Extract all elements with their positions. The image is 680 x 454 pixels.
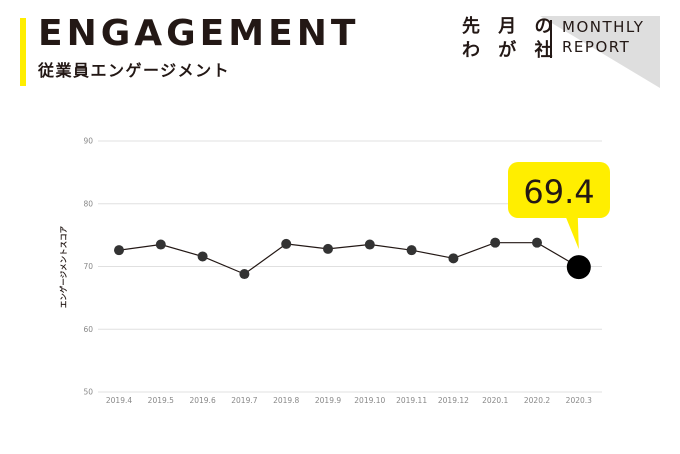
data-point-2020.1: [490, 237, 501, 248]
y-tick-label: 90: [83, 137, 93, 146]
data-point-2019.8: [281, 238, 292, 249]
y-tick-label: 60: [83, 325, 93, 334]
callout-value: 69.4: [523, 173, 594, 211]
data-point-2019.10: [364, 239, 375, 250]
x-tick-label: 2019.12: [438, 396, 469, 405]
data-point-2019.4: [114, 245, 124, 256]
report-label-line2: REPORT: [562, 38, 631, 56]
y-tick-label: 70: [83, 262, 93, 271]
data-point-2019.12: [448, 253, 459, 264]
y-tick-label: 80: [83, 199, 93, 208]
page-title: ENGAGEMENT: [38, 13, 360, 54]
x-tick-label: 2019.10: [354, 396, 385, 405]
callout-bubble: [508, 162, 610, 218]
callout-pointer: [565, 217, 579, 250]
x-tick-label: 2020.1: [482, 396, 508, 405]
report-label-line1: MONTHLY: [562, 18, 645, 36]
x-tick-label: 2019.11: [396, 396, 427, 405]
data-point-2020.3: [566, 255, 591, 280]
report-label: MONTHLY REPORT: [562, 17, 672, 57]
x-tick-label: 2019.8: [273, 396, 299, 405]
y-tick-label: 50: [83, 388, 93, 397]
data-point-2019.9: [323, 243, 333, 254]
x-tick-label: 2019.5: [148, 396, 174, 405]
header-divider: [550, 20, 552, 58]
series-name: 先 月 の わ が 社: [462, 15, 559, 63]
series-name-line2: わ が 社: [462, 40, 559, 61]
x-tick-label: 2019.9: [315, 396, 341, 405]
x-tick-label: 2020.3: [566, 396, 592, 405]
series-name-line1: 先 月 の: [462, 16, 559, 37]
data-point-2019.6: [197, 251, 208, 262]
x-tick-label: 2019.4: [106, 396, 132, 405]
x-tick-label: 2019.6: [189, 396, 215, 405]
y-axis-label: エンゲージメントスコア: [58, 225, 68, 308]
page-subtitle: 従業員エンゲージメント: [38, 61, 231, 80]
x-tick-label: 2019.7: [231, 396, 257, 405]
title-accent-bar: [20, 18, 26, 86]
data-point-2019.11: [406, 245, 417, 256]
x-tick-label: 2020.2: [524, 396, 550, 405]
data-point-2020.2: [532, 237, 542, 248]
series-line: [118, 242, 580, 275]
data-point-2019.5: [155, 239, 166, 250]
data-point-2019.7: [239, 269, 250, 280]
